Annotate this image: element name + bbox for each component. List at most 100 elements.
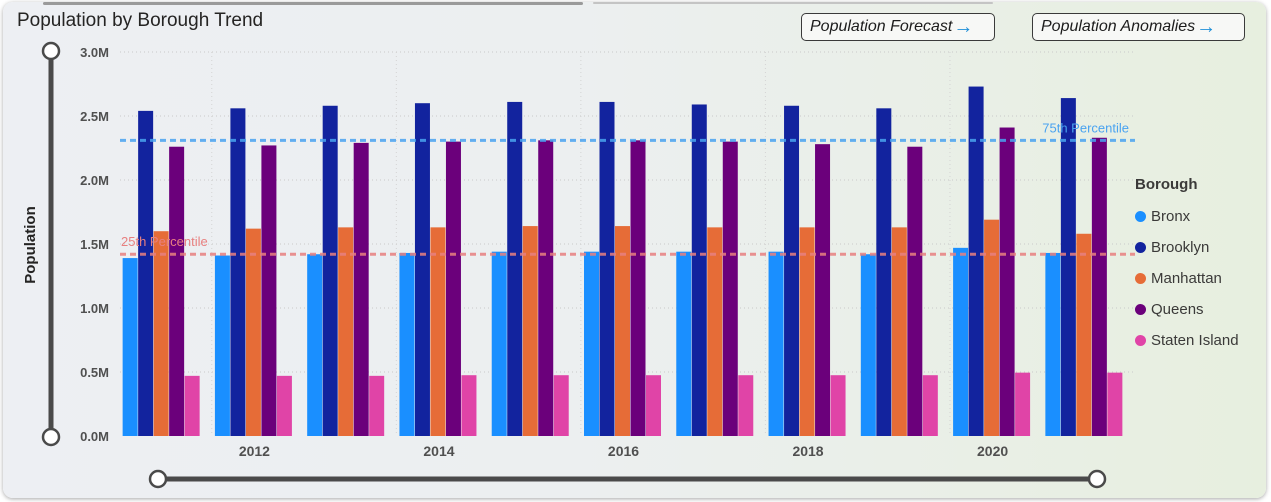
bar-staten-island	[830, 375, 846, 436]
bar-bronx	[491, 251, 507, 436]
x-tick-label: 2014	[423, 443, 454, 459]
y-tick-label: 0.0M	[80, 429, 109, 444]
bar-bronx	[307, 254, 323, 436]
bar-staten-island	[553, 375, 569, 436]
legend-item-queens[interactable]: Queens	[1135, 294, 1239, 325]
bar-manhattan	[430, 227, 446, 436]
legend-item-bronx[interactable]: Bronx	[1135, 201, 1239, 232]
bar-queens	[722, 141, 738, 436]
y-tick-label: 3.0M	[80, 45, 109, 60]
legend-marker	[1135, 211, 1146, 222]
bar-staten-island	[184, 375, 200, 436]
bar-bronx	[214, 255, 230, 436]
y-tick-label: 2.5M	[80, 109, 109, 124]
y-zoom-slider-handle-bottom[interactable]	[41, 427, 61, 447]
bar-brooklyn	[968, 86, 984, 436]
bar-bronx	[768, 251, 784, 436]
y-tick-label: 1.0M	[80, 301, 109, 316]
bar-brooklyn	[138, 110, 154, 436]
bar-queens	[999, 127, 1015, 437]
bar-bronx	[584, 251, 599, 436]
bar-manhattan	[615, 226, 630, 436]
y-tick-label: 0.5M	[80, 365, 109, 380]
y-axis-title: Population	[22, 206, 39, 284]
bar-manhattan	[707, 227, 723, 436]
x-zoom-slider-handle-left[interactable]	[148, 469, 168, 489]
bar-brooklyn	[1060, 98, 1076, 436]
bar-manhattan	[522, 226, 538, 436]
bar-bronx	[953, 247, 969, 436]
arrow-right-icon: →	[953, 16, 974, 38]
bar-brooklyn	[414, 103, 430, 436]
bar-brooklyn	[507, 101, 523, 437]
bar-bronx	[399, 252, 415, 436]
bar-queens	[169, 146, 185, 436]
bar-brooklyn	[599, 101, 615, 437]
bar-staten-island	[646, 375, 661, 436]
legend-marker	[1135, 304, 1146, 315]
y-tick-label: 1.5M	[80, 237, 109, 252]
bar-manhattan	[984, 219, 1000, 436]
legend-item-manhattan[interactable]: Manhattan	[1135, 263, 1239, 294]
bar-staten-island	[461, 375, 477, 436]
bar-manhattan	[891, 227, 907, 436]
chart-title: Population by Borough Trend	[17, 10, 264, 31]
bar-brooklyn	[691, 104, 707, 436]
bar-brooklyn	[322, 105, 338, 436]
legend-marker	[1135, 335, 1146, 346]
bar-queens	[445, 141, 461, 436]
bar-queens	[907, 146, 923, 436]
arrow-right-icon: →	[1196, 16, 1217, 38]
top-divider-secondary	[593, 2, 993, 4]
bar-staten-island	[922, 375, 938, 436]
legend-label: Queens	[1151, 301, 1204, 318]
population-anomalies-label: Population Anomalies	[1041, 18, 1196, 35]
legend-marker	[1135, 242, 1146, 253]
population-anomalies-button[interactable]: Population Anomalies →	[1032, 13, 1245, 41]
bar-staten-island	[1015, 372, 1031, 436]
bar-bronx	[1045, 252, 1061, 436]
x-tick-label: 2016	[608, 443, 639, 459]
bar-staten-island	[276, 375, 292, 436]
y-tick-label: 2.0M	[80, 173, 109, 188]
reference-line-label: 75th Percentile	[1042, 120, 1129, 135]
bar-queens	[538, 140, 554, 436]
bar-staten-island	[369, 375, 385, 436]
bar-manhattan	[153, 231, 169, 436]
x-zoom-slider-handle-right[interactable]	[1087, 469, 1107, 489]
x-tick-label: 2018	[792, 443, 823, 459]
bar-queens	[630, 140, 646, 436]
bar-staten-island	[738, 375, 754, 436]
population-forecast-label: Population Forecast	[810, 18, 953, 35]
reference-line-label: 25th Percentile	[121, 234, 208, 249]
bar-queens	[261, 145, 277, 436]
bar-manhattan	[245, 228, 261, 436]
legend-title: Borough	[1135, 176, 1198, 193]
bar-staten-island	[1107, 372, 1123, 436]
population-forecast-button[interactable]: Population Forecast →	[801, 13, 995, 41]
legend: Borough Bronx Brooklyn Manhattan Queens Stat…	[1135, 176, 1239, 356]
legend-label: Staten Island	[1151, 332, 1239, 349]
bar-brooklyn	[784, 105, 800, 436]
bar-queens	[353, 142, 369, 436]
bar-manhattan	[1076, 233, 1092, 436]
y-zoom-slider-handle-top[interactable]	[41, 41, 61, 61]
bar-bronx	[860, 254, 876, 436]
legend-label: Manhattan	[1151, 270, 1222, 287]
legend-marker	[1135, 273, 1146, 284]
x-tick-label: 2020	[977, 443, 1008, 459]
top-divider	[43, 2, 583, 5]
bar-brooklyn	[230, 108, 246, 436]
x-tick-label: 2012	[239, 443, 270, 459]
legend-label: Brooklyn	[1151, 239, 1210, 256]
legend-item-brooklyn[interactable]: Brooklyn	[1135, 232, 1239, 263]
bar-manhattan	[799, 227, 815, 436]
bar-brooklyn	[876, 108, 892, 436]
bar-queens	[1091, 137, 1107, 436]
bar-queens	[815, 144, 831, 436]
bar-manhattan	[338, 227, 354, 436]
legend-item-staten-island[interactable]: Staten Island	[1135, 325, 1239, 356]
bar-bronx	[122, 258, 138, 436]
legend-label: Bronx	[1151, 208, 1191, 225]
